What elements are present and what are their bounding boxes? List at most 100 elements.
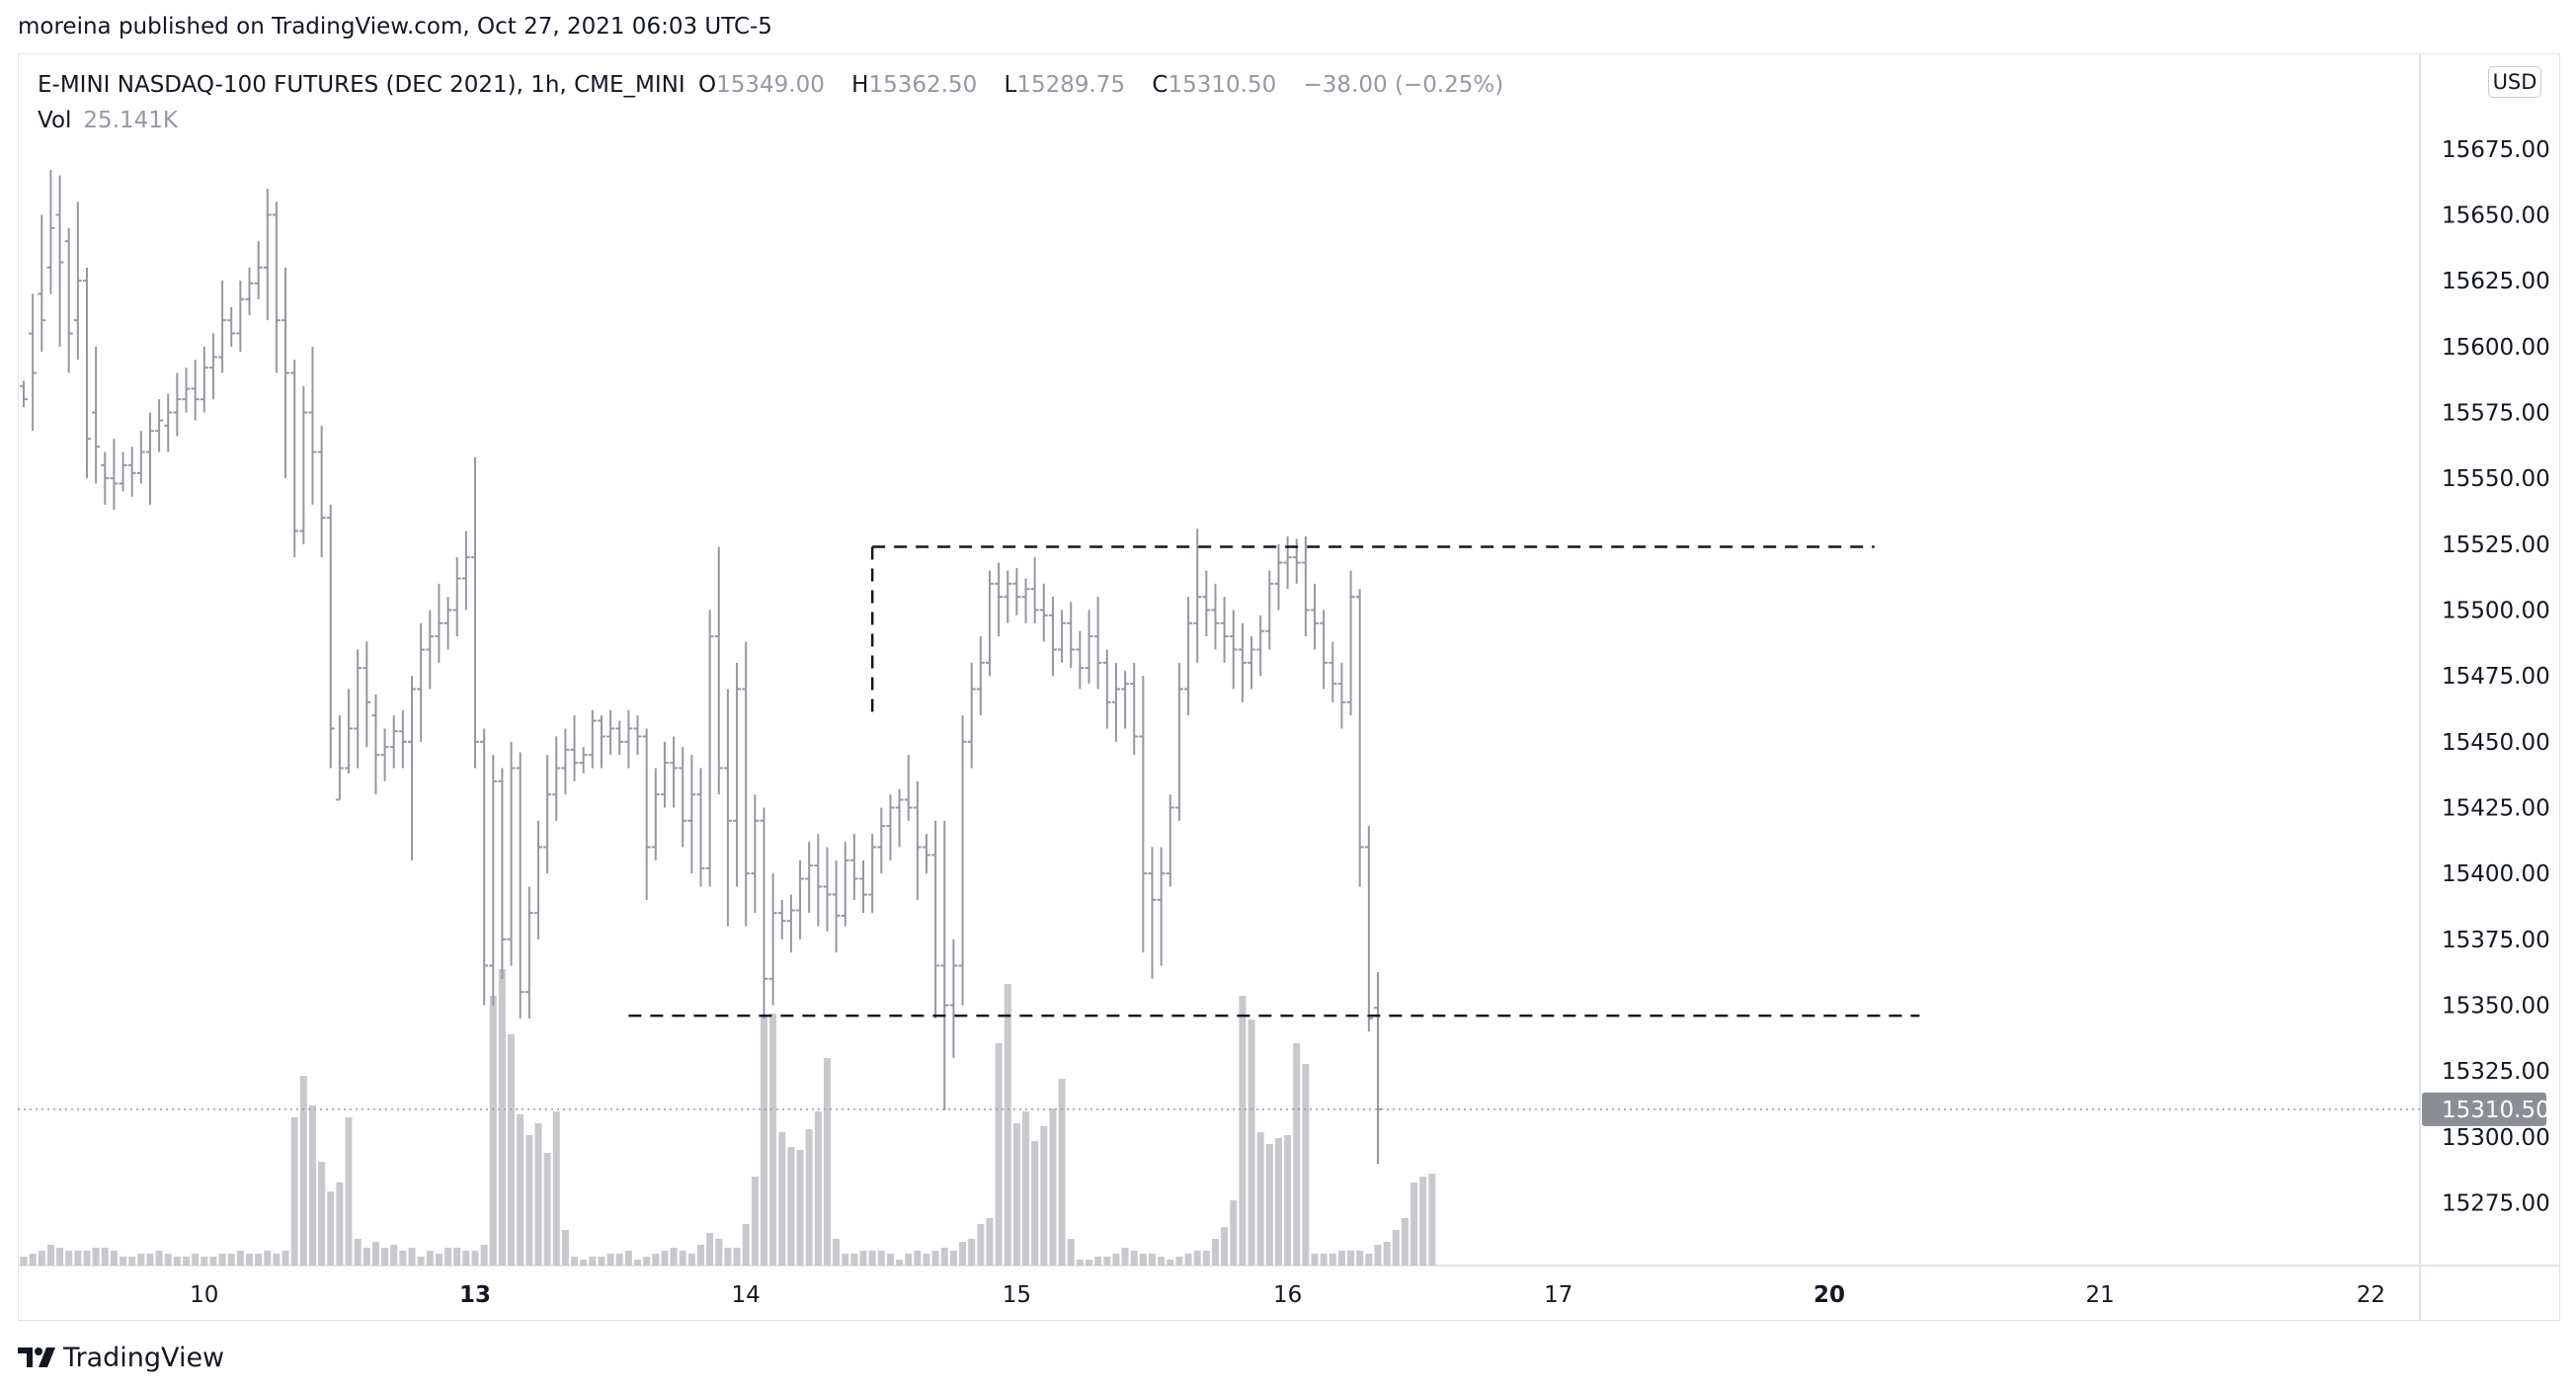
- volume-bar: [733, 1248, 741, 1266]
- time-tick-label: 13: [459, 1282, 491, 1308]
- volume-bar: [1086, 1260, 1093, 1266]
- volume-bar: [517, 1114, 524, 1266]
- volume-bar: [1149, 1254, 1156, 1266]
- ohlc-bar: [308, 346, 317, 505]
- drawn-lines[interactable]: [18, 545, 2420, 1110]
- ohlc-bar: [841, 842, 849, 927]
- time-tick-label: 10: [190, 1282, 218, 1308]
- price-axis[interactable]: 15275.00 15300.00 15325.00 15350.00 15375.00…: [2422, 137, 2550, 1217]
- ohlc-bar: [570, 715, 579, 781]
- ohlc-bar: [723, 689, 732, 927]
- volume-bar: [995, 1043, 1003, 1266]
- ohlc-bar: [733, 662, 742, 887]
- symbol-title[interactable]: E-MINI NASDAQ-100 FUTURES (DEC 2021), 1h…: [38, 72, 685, 98]
- last-price-value: 15310.50: [2442, 1098, 2550, 1123]
- open-field: O15349.00: [698, 72, 831, 98]
- ohlc-bar: [489, 755, 498, 1006]
- ohlc-bar: [1012, 567, 1021, 615]
- volume-bar: [1419, 1177, 1427, 1266]
- ohlc-bar: [362, 641, 371, 748]
- volume-bar: [643, 1257, 651, 1266]
- ohlc-bar: [398, 709, 407, 769]
- ohlc-bar: [995, 562, 1004, 637]
- ohlc-bar: [136, 431, 145, 484]
- ohlc-bar: [1039, 583, 1048, 642]
- tradingview-logo[interactable]: TradingView: [18, 1340, 224, 1375]
- chart-pane[interactable]: [18, 53, 2560, 1321]
- ohlc-bar: [913, 780, 922, 900]
- price-tick-label: 15675.00: [2442, 137, 2550, 163]
- volume-bar: [1167, 1260, 1174, 1266]
- ohlc-bar: [326, 504, 335, 769]
- ohlc-bar: [417, 622, 426, 742]
- volume-label[interactable]: Vol: [38, 108, 72, 133]
- volume-bar: [209, 1257, 217, 1266]
- ohlc-bar: [696, 768, 705, 887]
- ohlc-bar: [389, 715, 398, 769]
- volume-bar: [1004, 984, 1011, 1266]
- volume-bar: [859, 1251, 867, 1266]
- volume-bar: [1337, 1251, 1345, 1266]
- volume-bar: [426, 1251, 434, 1266]
- volume-bar: [949, 1251, 957, 1266]
- time-axis[interactable]: 10 13 14 15 16 17 20 21 22: [190, 1282, 2385, 1308]
- ohlc-bar: [92, 346, 101, 484]
- ohlc-bar: [931, 820, 940, 1019]
- legend-row-volume: Vol 25.141K: [38, 103, 1509, 138]
- ohlc-bar: [443, 597, 452, 650]
- volume-bar: [453, 1248, 461, 1266]
- ohlc-bar: [20, 380, 28, 408]
- ohlc-bar: [254, 241, 263, 299]
- volume-bar: [1230, 1200, 1238, 1266]
- time-tick-label: 16: [1273, 1282, 1302, 1308]
- volume-bar: [1401, 1218, 1409, 1266]
- ohlc-bar: [1364, 826, 1373, 1032]
- ohlc-bar: [796, 859, 805, 940]
- volume-bar: [814, 1111, 822, 1266]
- volume-bar: [760, 1017, 767, 1266]
- volume-bar: [552, 1111, 560, 1266]
- ohlc-bar: [1220, 597, 1229, 663]
- ohlc-bar: [64, 227, 73, 373]
- ohlc-bar: [904, 755, 913, 821]
- ohlc-bar: [1337, 662, 1346, 729]
- ohlc-bar: [633, 715, 642, 756]
- ohlc-bar: [290, 360, 299, 558]
- volume-bar: [327, 1191, 335, 1266]
- price-tick-label: 15575.00: [2442, 401, 2550, 427]
- ohlc-bar: [588, 709, 597, 769]
- volume-bar: [905, 1254, 913, 1266]
- ohlc-bar: [354, 649, 362, 769]
- volume-bar: [1248, 1020, 1255, 1266]
- ohlc-bar: [1076, 630, 1085, 690]
- ohlc-bar: [101, 451, 110, 505]
- ohlc-bar: [471, 456, 479, 769]
- currency-button[interactable]: USD: [2488, 66, 2541, 98]
- volume-bar: [110, 1251, 118, 1266]
- ohlc-bar: [145, 412, 154, 505]
- volume-bar: [29, 1254, 37, 1266]
- ohlc-bar: [949, 939, 958, 1058]
- volume-bar: [120, 1257, 127, 1266]
- volume-bar: [308, 1105, 316, 1266]
- low-value: 15289.75: [1016, 72, 1126, 98]
- volume-bar: [796, 1150, 804, 1266]
- volume-bar: [462, 1251, 470, 1266]
- ohlc-bar: [182, 368, 191, 413]
- ohlc-bar: [82, 267, 91, 479]
- ohlc-bar: [1174, 662, 1183, 821]
- ohlc-bar: [1004, 570, 1012, 623]
- price-tick-label: 15475.00: [2442, 664, 2550, 690]
- ohlc-bar: [832, 859, 841, 953]
- volume-bar: [1392, 1230, 1400, 1266]
- ohlc-bar: [670, 736, 679, 808]
- low-label: L: [1004, 72, 1017, 98]
- ohlc-bar: [236, 281, 245, 353]
- volume-bar: [1139, 1254, 1147, 1266]
- volume-bar: [390, 1245, 398, 1266]
- ohlc-bar: [1184, 597, 1193, 716]
- legend-row-main: E-MINI NASDAQ-100 FUTURES (DEC 2021), 1h…: [38, 67, 1509, 103]
- ohlc-bar: [940, 820, 949, 1111]
- ohlc-bar: [127, 447, 136, 497]
